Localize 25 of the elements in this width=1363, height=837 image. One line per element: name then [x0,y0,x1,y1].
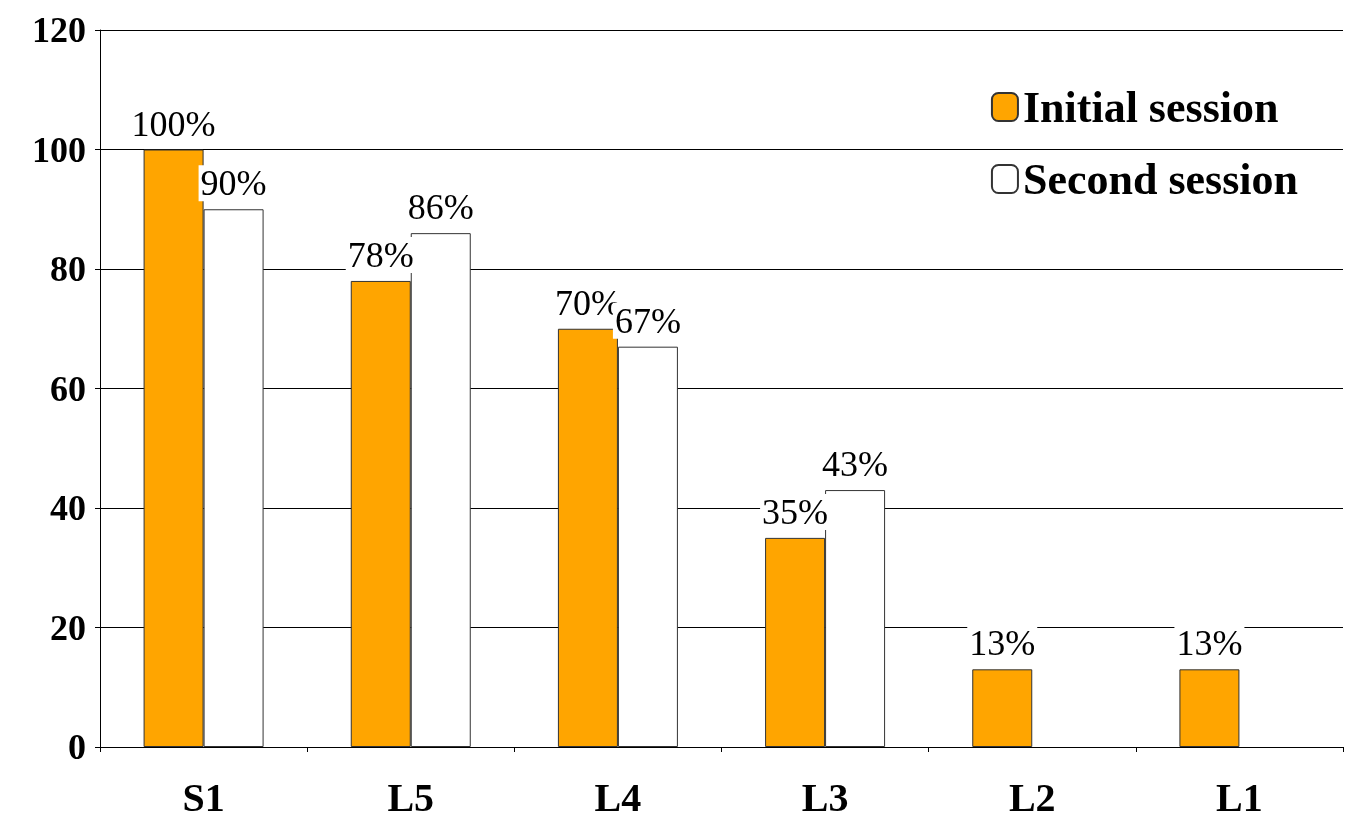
x-tick-label: L5 [387,774,435,820]
x-tick-label: L1 [1216,774,1263,820]
legend-label: Second session [1022,154,1299,204]
data-label: 13% [969,623,1036,664]
bar [1179,669,1240,747]
data-label: 43% [822,444,889,485]
y-tick-label: 120 [32,10,86,50]
data-label: 13% [1176,623,1243,664]
data-label: 86% [407,187,474,228]
bar [972,669,1033,747]
y-tick-label: 0 [68,727,86,767]
x-tick-label: L3 [801,774,849,820]
x-tick-label: L2 [1008,774,1056,820]
x-tick-label: S1 [182,774,225,820]
legend-label: Initial session [1022,82,1279,132]
x-tick-label: L4 [594,774,642,820]
data-label: 100% [131,103,216,144]
y-tick-label: 20 [50,607,86,648]
data-label: 90% [200,163,267,204]
y-tick-label: 60 [50,368,86,409]
y-tick-label: 100 [32,129,86,170]
y-tick-label: 80 [50,249,86,289]
data-label: 35% [762,491,829,532]
data-label: 78% [347,234,414,275]
y-tick-label: 40 [50,488,86,528]
